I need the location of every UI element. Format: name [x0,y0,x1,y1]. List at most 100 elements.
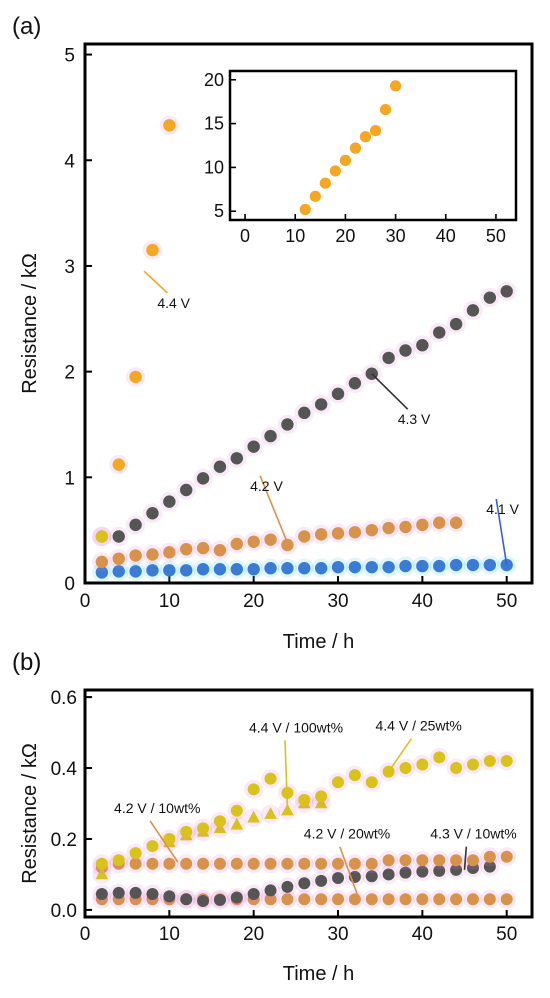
y-tick-label: 3 [64,257,75,278]
data-point [146,887,159,900]
data-point [129,518,142,532]
data-point [483,754,496,767]
data-point [315,874,328,887]
y-tick-label: 0 [64,574,75,595]
data-point [331,387,345,401]
inset-x-tick-label: 30 [386,226,406,246]
y-tick-label: 4 [64,151,75,172]
inset: 0 10 20 30 40 50 5 10 15 20 [204,69,518,246]
inset-x-tick-label: 0 [240,226,250,246]
data-point [264,857,277,870]
inset-data-point [389,80,402,92]
data-point [466,758,479,771]
data-point [264,533,277,546]
annotation-label: 4.4 V [157,295,190,311]
data-point [146,564,159,577]
inset-data-point [339,154,352,166]
data-point [382,351,395,365]
x-tick-label: 0 [80,924,91,945]
data-point [247,563,260,576]
data-point [95,887,108,900]
annotation-label: 4.2 V / 20wt% [304,826,390,842]
data-point [281,880,294,893]
data-point [247,440,260,453]
data-point [196,541,210,555]
y-tick-label: 0.2 [51,830,77,851]
data-point [129,847,142,860]
data-point [298,857,311,870]
data-point [399,762,412,775]
data-point [433,516,446,529]
data-point [483,291,497,304]
data-point [112,458,125,471]
x-tick-label: 50 [496,591,517,612]
data-point [230,563,244,576]
series-1 [92,115,180,547]
inset-y-tick-label: 10 [204,157,224,177]
data-point [281,538,294,552]
data-point [314,398,328,411]
x-tick-label: 10 [159,924,180,945]
data-point [433,559,446,573]
inset-x-tick-label: 50 [486,226,506,246]
x-tick-label: 30 [327,924,348,945]
inset-x-tick-label: 40 [436,226,456,246]
data-point [483,850,496,863]
data-point [433,326,446,339]
data-point [197,822,210,835]
data-point [197,857,210,870]
data-point [382,893,395,906]
data-point [348,526,362,539]
panel-a-frame [83,42,534,585]
y-tick-label: 0.4 [51,759,78,780]
annotation-label: 4.1 V [486,501,519,517]
data-point [213,544,227,557]
data-point [281,857,294,870]
data-point [450,863,463,876]
data-point [466,893,479,906]
data-point [483,860,496,873]
data-point [382,560,395,574]
data-point [315,790,328,803]
data-point [433,751,446,764]
x-tick-label: 10 [159,591,180,612]
data-point [230,537,244,551]
data-point [264,772,277,785]
data-point [129,886,142,899]
x-tick-label: 40 [412,591,433,612]
data-point [196,563,210,576]
annotation: 4.3 V / 10wt% [430,826,517,870]
panel-b-label: (b) [12,649,41,676]
data-point [331,560,345,574]
data-point [314,562,328,575]
data-point [466,854,479,867]
annotation: 4.2 V / 20wt% [304,826,390,900]
data-point [315,893,328,906]
data-point [180,825,193,838]
x-tick-label: 30 [327,591,348,612]
data-point [332,776,345,789]
data-point [416,865,429,878]
data-point [466,558,480,572]
data-point [129,370,142,384]
annotation: 4.1 V [486,498,520,566]
data-point [314,528,328,541]
inset-data-point [369,125,382,137]
data-point [298,406,311,420]
annotation: 4.2 V [250,475,289,544]
data-point [197,895,210,908]
data-point [264,429,277,443]
data-point [230,857,243,870]
data-point [281,418,294,431]
data-point [95,867,109,880]
data-point [112,552,125,565]
y-axis-label: Resistance / kΩ [19,743,41,884]
data-point [213,460,227,473]
data-point [399,866,412,879]
data-point [112,886,125,899]
data-point [95,566,109,579]
annotation: 4.4 V / 100wt% [249,719,343,808]
data-point [382,521,395,535]
